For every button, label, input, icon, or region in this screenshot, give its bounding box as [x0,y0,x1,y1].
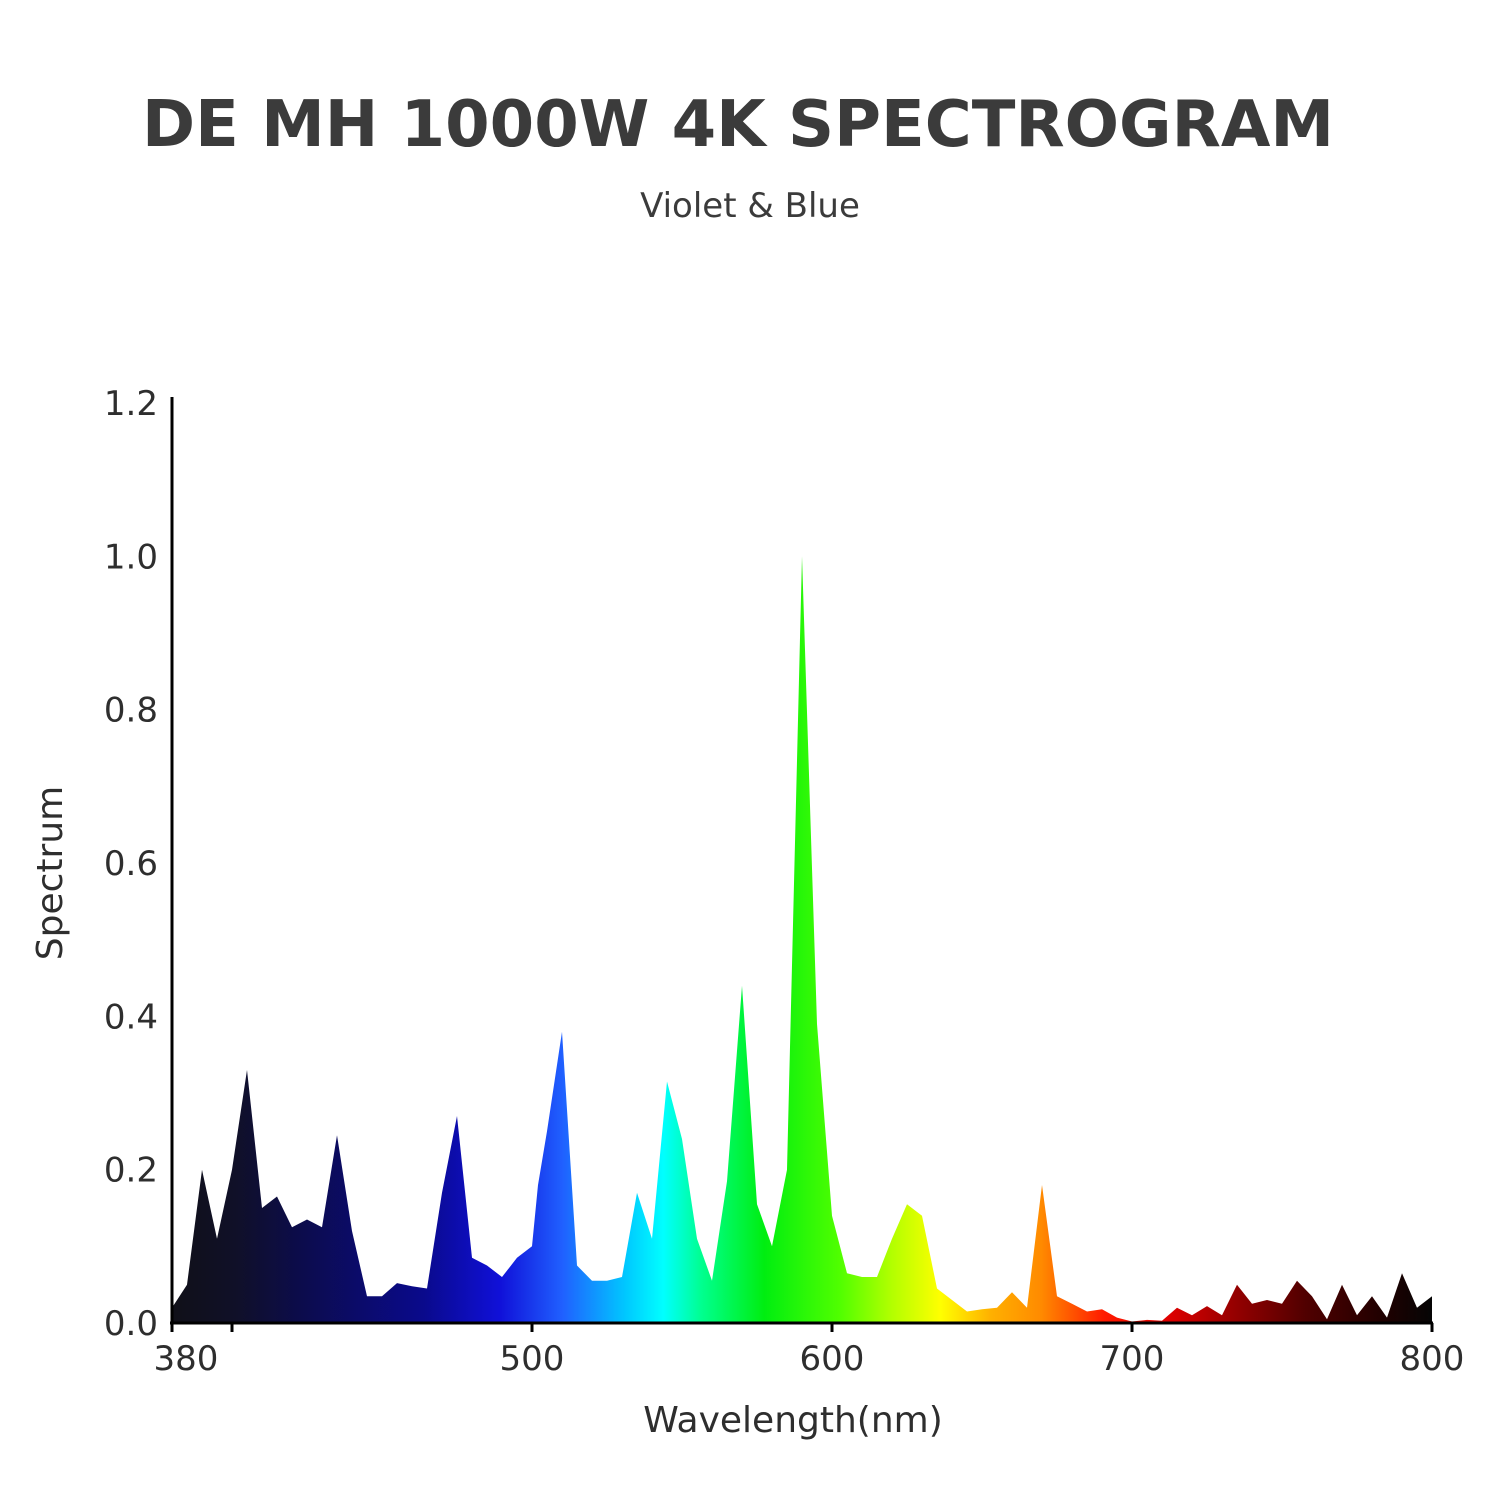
y-tick-label: 0.0 [104,1304,158,1344]
x-tick-label: 800 [1400,1339,1465,1379]
chart-title: DE MH 1000W 4K SPECTROGRAM [141,88,1335,162]
x-ticks: 380 500 600 700 800 [154,1323,1465,1379]
y-tick-label: 1.2 [104,384,158,424]
chart-subtitle: Violet & Blue [640,186,860,226]
y-tick-label: 1.0 [104,537,158,577]
x-tick-label: 700 [1100,1339,1165,1379]
y-ticks: 0.0 0.2 0.4 0.6 0.8 1.0 1.2 [104,384,158,1344]
axes [170,397,1433,1325]
spectrum-area [172,556,1432,1323]
x-tick-label: 600 [800,1339,865,1379]
x-tick-label: 500 [500,1339,565,1379]
x-axis-label: Wavelength(nm) [643,1400,943,1441]
y-tick-label: 0.4 [104,997,158,1037]
x-tick-label: 380 [154,1339,219,1379]
spectrum-area-layer [172,556,1432,1323]
y-tick-label: 0.8 [104,691,158,731]
y-tick-label: 0.2 [104,1151,158,1191]
y-axis-label: Spectrum [30,786,71,960]
y-tick-label: 0.6 [104,844,158,884]
